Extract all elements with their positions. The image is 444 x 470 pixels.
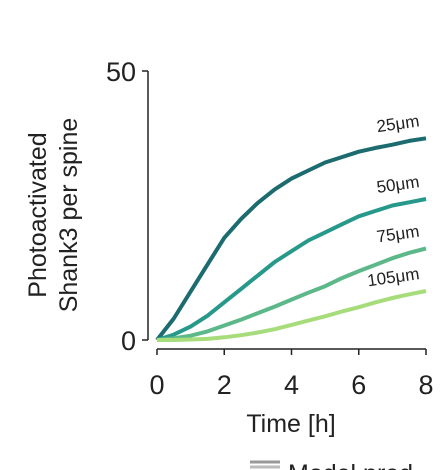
x-tick-label: 2 xyxy=(217,370,232,400)
y-label: Shank3 per spine xyxy=(55,118,83,313)
series-line xyxy=(156,197,427,342)
series-line xyxy=(157,289,427,342)
series-line xyxy=(155,136,427,342)
series-label: 105μm xyxy=(366,264,420,290)
series-label: 50μm xyxy=(375,172,420,197)
legend-label: Model pred xyxy=(288,460,413,470)
x-label: Time [h] xyxy=(246,410,335,438)
y-label: Photoactivated xyxy=(24,132,52,297)
y-tick-label: 0 xyxy=(121,326,136,356)
legend: Model pred xyxy=(250,460,413,470)
x-tick-label: 4 xyxy=(284,370,299,400)
x-tick-label: 0 xyxy=(149,370,164,400)
series-label: 75μm xyxy=(375,222,420,247)
x-tick-label: 8 xyxy=(418,370,433,400)
series-label: 25μm xyxy=(375,111,420,136)
series-line xyxy=(156,246,427,342)
y-tick-label: 50 xyxy=(106,57,136,87)
x-tick-label: 6 xyxy=(351,370,366,400)
